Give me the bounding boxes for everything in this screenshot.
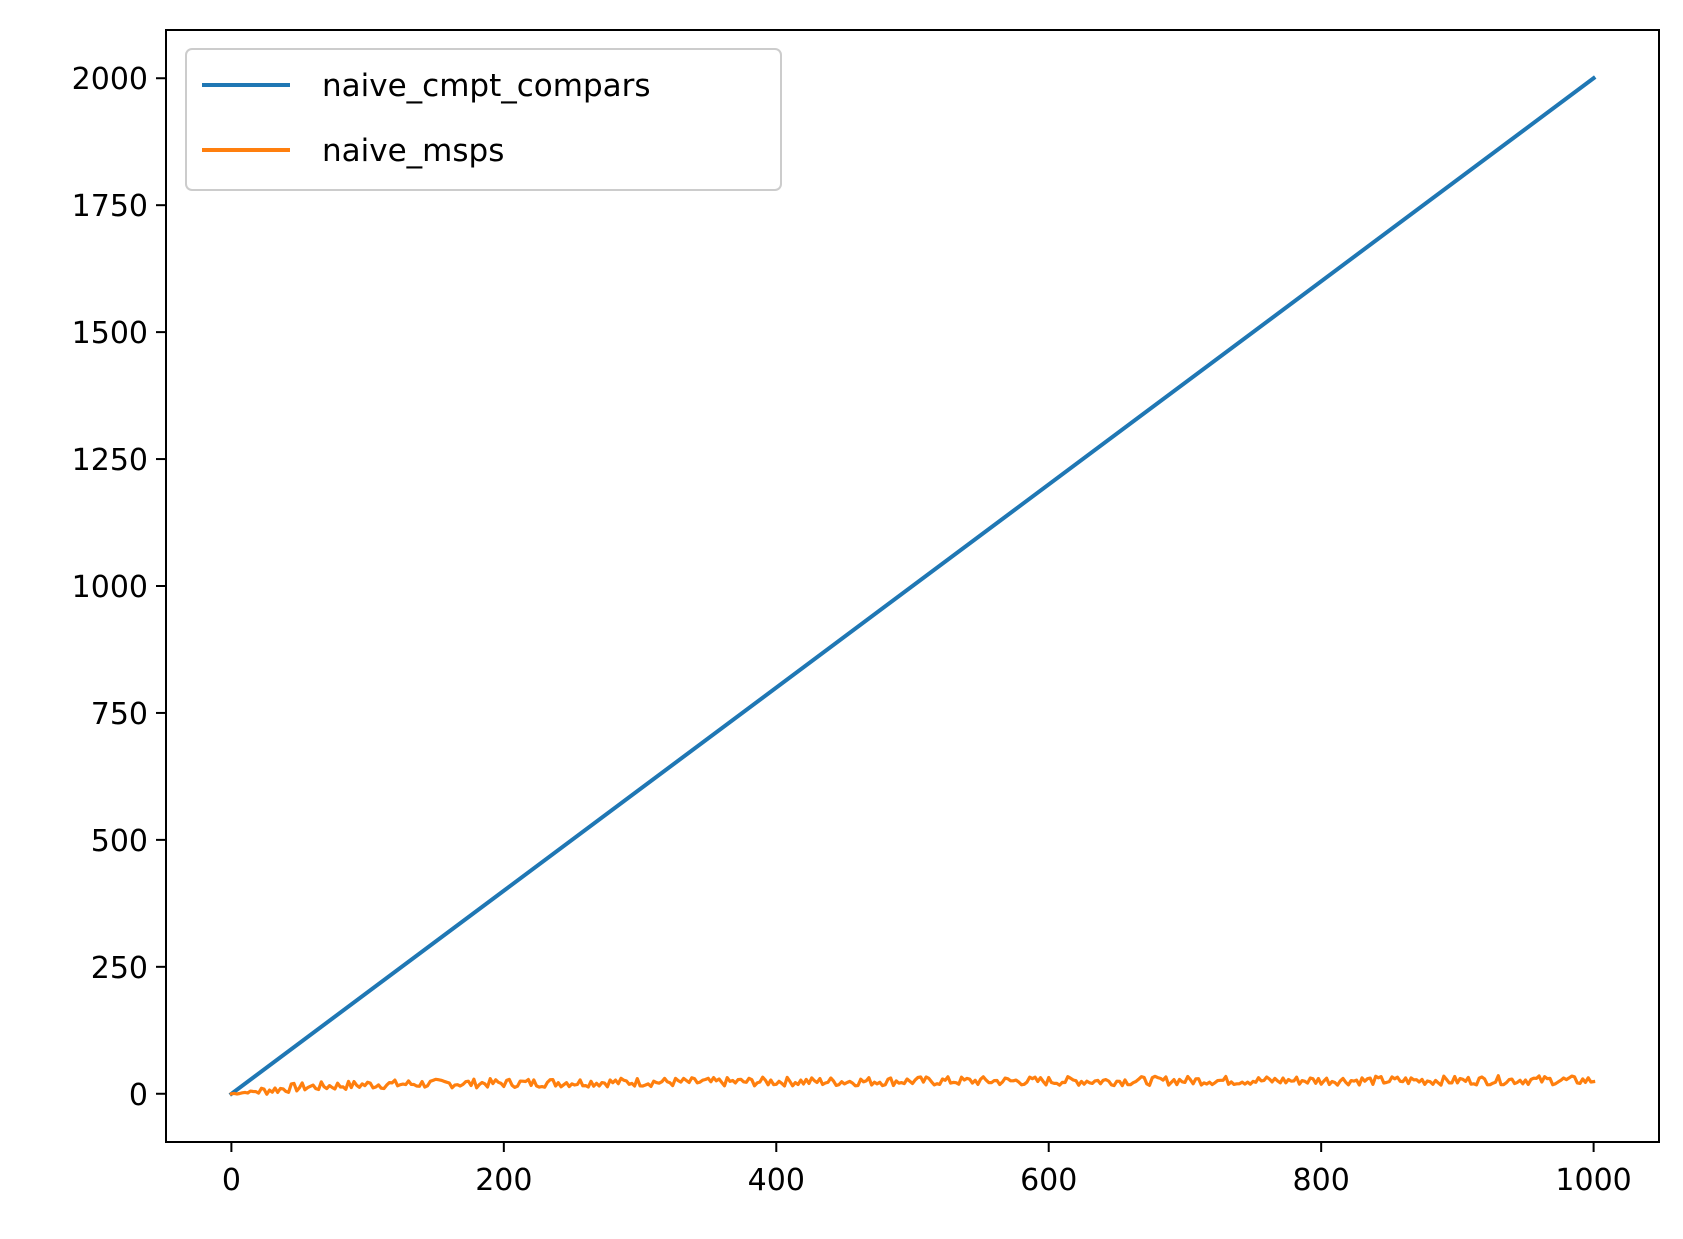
y-tick-label: 0	[129, 1078, 148, 1113]
legend: naive_cmpt_compars naive_msps	[185, 48, 782, 191]
y-axis: 0 250 500 750 1000 1250 1500 1750 2000	[72, 62, 166, 1113]
y-tick-label: 1250	[72, 443, 148, 478]
legend-label-naive-msps: naive_msps	[322, 133, 504, 169]
x-tick-label: 600	[1020, 1163, 1077, 1198]
y-tick-label: 1500	[72, 316, 148, 351]
x-tick-label: 0	[222, 1163, 241, 1198]
y-tick-label: 1000	[72, 570, 148, 605]
y-tick-label: 2000	[72, 62, 148, 97]
y-tick-label: 500	[91, 824, 148, 859]
legend-label-naive-cmpt-compars: naive_cmpt_compars	[322, 68, 651, 104]
x-tick-label: 200	[475, 1163, 532, 1198]
x-tick-label: 400	[748, 1163, 805, 1198]
y-tick-label: 750	[91, 697, 148, 732]
plot-frame	[165, 29, 1660, 1143]
x-axis: 0 200 400 600 800 1000	[222, 1142, 1632, 1198]
series-line-naive-msps	[229, 1074, 1596, 1096]
x-tick-label: 800	[1293, 1163, 1350, 1198]
series-layer	[228, 75, 1597, 1097]
y-tick-label: 250	[91, 951, 148, 986]
legend-box	[185, 48, 782, 191]
y-tick-label: 1750	[72, 189, 148, 224]
x-tick-label: 1000	[1555, 1163, 1631, 1198]
series-line-naive-cmpt-compars	[228, 75, 1597, 1097]
